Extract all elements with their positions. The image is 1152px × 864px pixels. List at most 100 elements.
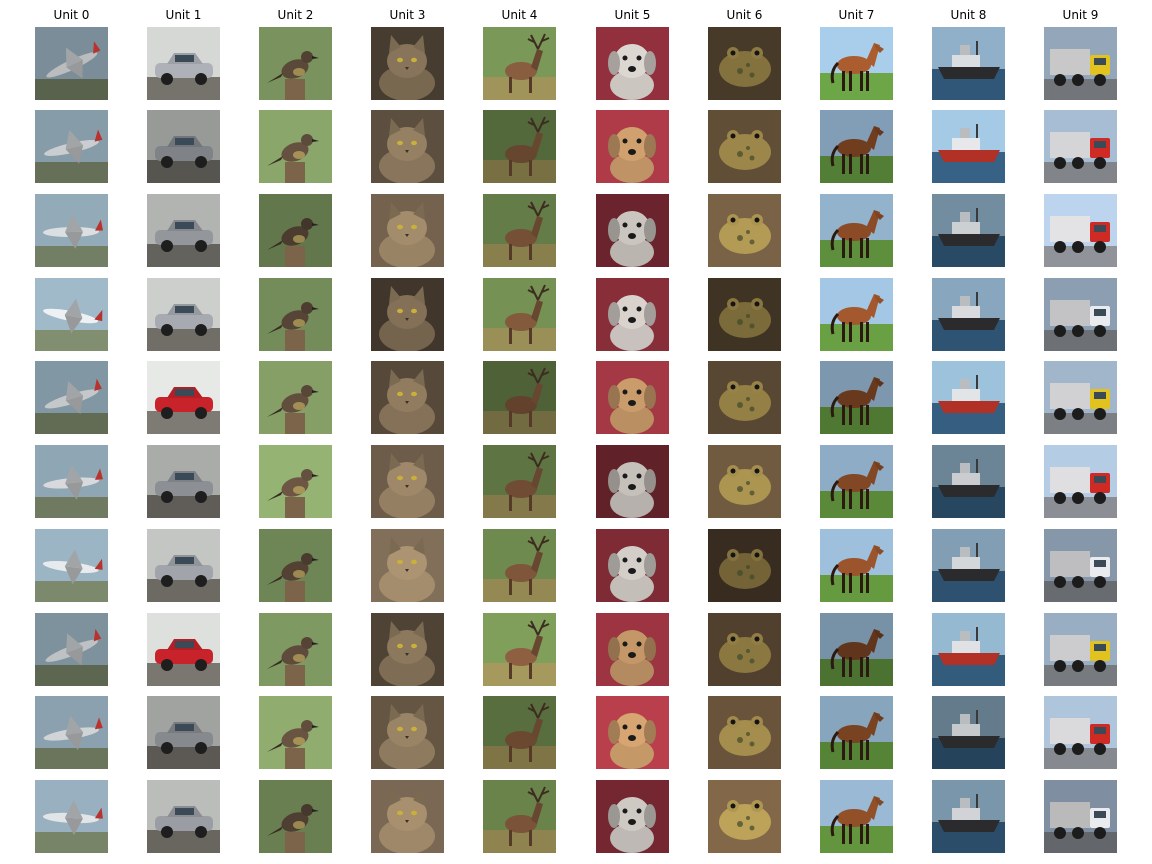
frog-image-unit-6-row-6 bbox=[708, 529, 781, 602]
ship-image-unit-8-row-4 bbox=[932, 361, 1005, 434]
dog-thumbnail bbox=[596, 278, 669, 351]
ship-image-unit-8-row-6 bbox=[932, 529, 1005, 602]
cat-image-unit-3-row-8 bbox=[371, 696, 444, 769]
airplane-image-unit-0-row-6 bbox=[35, 529, 108, 602]
truck-thumbnail bbox=[1044, 361, 1117, 434]
ship-thumbnail bbox=[932, 529, 1005, 602]
deer-thumbnail bbox=[483, 194, 556, 267]
ship-image-unit-8-row-0 bbox=[932, 27, 1005, 100]
deer-thumbnail bbox=[483, 27, 556, 100]
ship-image-unit-8-row-7 bbox=[932, 613, 1005, 686]
airplane-thumbnail bbox=[35, 780, 108, 853]
ship-thumbnail bbox=[932, 278, 1005, 351]
airplane-thumbnail bbox=[35, 696, 108, 769]
frog-image-unit-6-row-4 bbox=[708, 361, 781, 434]
bird-thumbnail bbox=[259, 361, 332, 434]
ship-thumbnail bbox=[932, 194, 1005, 267]
deer-thumbnail bbox=[483, 361, 556, 434]
column-title-unit-7: Unit 7 bbox=[838, 8, 875, 22]
truck-thumbnail bbox=[1044, 696, 1117, 769]
deer-image-unit-4-row-6 bbox=[483, 529, 556, 602]
bird-thumbnail bbox=[259, 780, 332, 853]
airplane-image-unit-0-row-9 bbox=[35, 780, 108, 853]
cat-thumbnail bbox=[371, 110, 444, 183]
airplane-image-unit-0-row-0 bbox=[35, 27, 108, 100]
cat-image-unit-3-row-9 bbox=[371, 780, 444, 853]
airplane-image-unit-0-row-3 bbox=[35, 278, 108, 351]
deer-thumbnail bbox=[483, 696, 556, 769]
dog-thumbnail bbox=[596, 361, 669, 434]
airplane-thumbnail bbox=[35, 194, 108, 267]
horse-image-unit-7-row-5 bbox=[820, 445, 893, 518]
horse-thumbnail bbox=[820, 696, 893, 769]
column-title-unit-8: Unit 8 bbox=[950, 8, 987, 22]
ship-thumbnail bbox=[932, 613, 1005, 686]
ship-thumbnail bbox=[932, 361, 1005, 434]
frog-thumbnail bbox=[708, 696, 781, 769]
frog-thumbnail bbox=[708, 110, 781, 183]
truck-image-unit-9-row-3 bbox=[1044, 278, 1117, 351]
cat-image-unit-3-row-7 bbox=[371, 613, 444, 686]
truck-thumbnail bbox=[1044, 194, 1117, 267]
frog-image-unit-6-row-0 bbox=[708, 27, 781, 100]
bird-thumbnail bbox=[259, 529, 332, 602]
horse-image-unit-7-row-3 bbox=[820, 278, 893, 351]
horse-thumbnail bbox=[820, 613, 893, 686]
dog-thumbnail bbox=[596, 445, 669, 518]
bird-image-unit-2-row-6 bbox=[259, 529, 332, 602]
frog-image-unit-6-row-1 bbox=[708, 110, 781, 183]
bird-image-unit-2-row-8 bbox=[259, 696, 332, 769]
deer-image-unit-4-row-0 bbox=[483, 27, 556, 100]
cat-image-unit-3-row-0 bbox=[371, 27, 444, 100]
horse-thumbnail bbox=[820, 780, 893, 853]
cat-image-unit-3-row-2 bbox=[371, 194, 444, 267]
cat-image-unit-3-row-6 bbox=[371, 529, 444, 602]
cat-thumbnail bbox=[371, 613, 444, 686]
airplane-image-unit-0-row-7 bbox=[35, 613, 108, 686]
bird-thumbnail bbox=[259, 613, 332, 686]
dog-image-unit-5-row-0 bbox=[596, 27, 669, 100]
airplane-image-unit-0-row-4 bbox=[35, 361, 108, 434]
frog-image-unit-6-row-7 bbox=[708, 613, 781, 686]
truck-thumbnail bbox=[1044, 445, 1117, 518]
horse-thumbnail bbox=[820, 529, 893, 602]
car-image-unit-1-row-8 bbox=[147, 696, 220, 769]
airplane-thumbnail bbox=[35, 445, 108, 518]
deer-thumbnail bbox=[483, 613, 556, 686]
car-thumbnail bbox=[147, 696, 220, 769]
truck-image-unit-9-row-8 bbox=[1044, 696, 1117, 769]
dog-image-unit-5-row-4 bbox=[596, 361, 669, 434]
cat-thumbnail bbox=[371, 361, 444, 434]
cat-thumbnail bbox=[371, 27, 444, 100]
car-image-unit-1-row-2 bbox=[147, 194, 220, 267]
horse-thumbnail bbox=[820, 110, 893, 183]
car-thumbnail bbox=[147, 110, 220, 183]
deer-image-unit-4-row-8 bbox=[483, 696, 556, 769]
car-image-unit-1-row-9 bbox=[147, 780, 220, 853]
deer-thumbnail bbox=[483, 278, 556, 351]
horse-thumbnail bbox=[820, 27, 893, 100]
truck-image-unit-9-row-1 bbox=[1044, 110, 1117, 183]
deer-thumbnail bbox=[483, 780, 556, 853]
truck-thumbnail bbox=[1044, 110, 1117, 183]
horse-image-unit-7-row-0 bbox=[820, 27, 893, 100]
column-title-unit-1: Unit 1 bbox=[165, 8, 202, 22]
deer-image-unit-4-row-4 bbox=[483, 361, 556, 434]
cat-thumbnail bbox=[371, 445, 444, 518]
truck-thumbnail bbox=[1044, 278, 1117, 351]
dog-thumbnail bbox=[596, 613, 669, 686]
dog-image-unit-5-row-7 bbox=[596, 613, 669, 686]
deer-thumbnail bbox=[483, 529, 556, 602]
column-title-unit-4: Unit 4 bbox=[501, 8, 538, 22]
frog-image-unit-6-row-8 bbox=[708, 696, 781, 769]
truck-image-unit-9-row-0 bbox=[1044, 27, 1117, 100]
airplane-image-unit-0-row-2 bbox=[35, 194, 108, 267]
bird-thumbnail bbox=[259, 27, 332, 100]
car-image-unit-1-row-4 bbox=[147, 361, 220, 434]
ship-thumbnail bbox=[932, 27, 1005, 100]
bird-image-unit-2-row-4 bbox=[259, 361, 332, 434]
dog-image-unit-5-row-8 bbox=[596, 696, 669, 769]
cat-thumbnail bbox=[371, 278, 444, 351]
dog-thumbnail bbox=[596, 780, 669, 853]
dog-thumbnail bbox=[596, 194, 669, 267]
